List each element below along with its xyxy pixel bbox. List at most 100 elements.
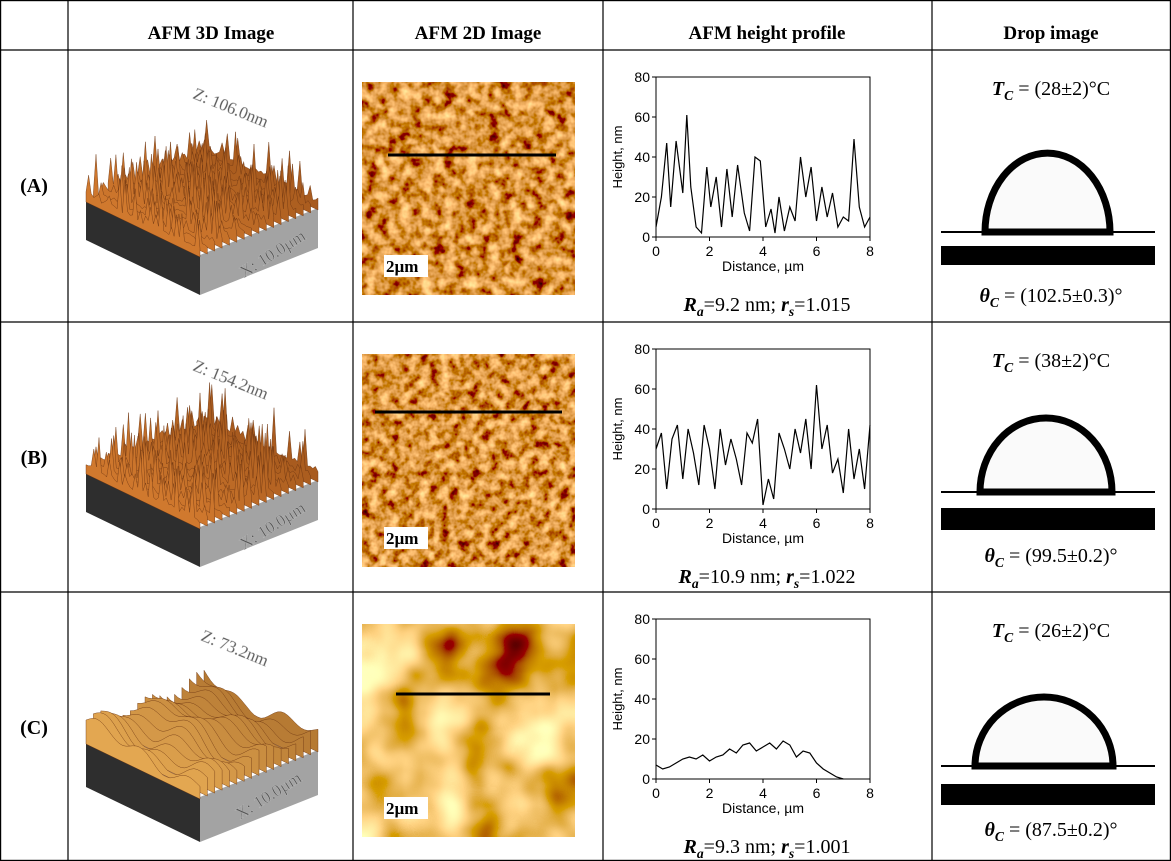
droplet xyxy=(985,153,1110,232)
y-tick-label: 20 xyxy=(634,731,650,747)
scale-bar-label: 2µm xyxy=(386,529,418,548)
afm-2d-image: 2µm xyxy=(362,82,575,295)
x-tick-label: 2 xyxy=(706,243,714,259)
x-tick-label: 6 xyxy=(813,243,821,259)
x-tick-label: 4 xyxy=(759,785,767,801)
drop-image: TC = (28±2)°C θC = (102.5±0.3)° xyxy=(941,78,1155,310)
header-cell: AFM 3D Image xyxy=(148,23,275,44)
text: =1.022 xyxy=(799,566,855,588)
profile-curve xyxy=(656,385,870,505)
x-tick-label: 2 xyxy=(706,785,714,801)
text: = (99.5±0.2)° xyxy=(1004,545,1118,567)
substrate xyxy=(941,246,1155,265)
text: = (38±2)°C xyxy=(1013,350,1110,372)
y-axis-label: Height, nm xyxy=(610,668,625,731)
row-label: (B) xyxy=(21,447,48,469)
y-tick-label: 80 xyxy=(634,611,650,627)
formula-text: TC = (26±2)°C xyxy=(992,620,1110,645)
y-tick-label: 20 xyxy=(634,461,650,477)
afm-2d-image: 2µm xyxy=(362,624,575,837)
x-axis-label: Distance, µm xyxy=(722,530,804,546)
y-tick-label: 60 xyxy=(634,109,650,125)
symbol: r xyxy=(786,566,794,588)
substrate xyxy=(941,508,1155,530)
formula-text: TC = (28±2)°C xyxy=(992,78,1110,103)
y-tick-label: 0 xyxy=(642,771,650,787)
symbol: r xyxy=(781,294,789,316)
header-row: AFM 3D Image AFM 2D Image AFM height pro… xyxy=(148,23,1099,44)
y-tick-label: 40 xyxy=(634,421,650,437)
formula-text: θC = (102.5±0.3)° xyxy=(979,285,1122,310)
row-label: (C) xyxy=(20,717,48,739)
y-tick-label: 80 xyxy=(634,341,650,357)
text: =10.9 nm; xyxy=(699,566,786,588)
y-tick-label: 40 xyxy=(634,149,650,165)
formula-text: Ra=9.3 nm; rs=1.001 xyxy=(683,836,851,861)
x-tick-label: 8 xyxy=(866,243,874,259)
x-axis-label: Distance, µm xyxy=(722,800,804,816)
plot-frame xyxy=(656,77,870,237)
symbol: R xyxy=(683,294,697,316)
x-tick-label: 6 xyxy=(813,785,821,801)
drop-image: TC = (26±2)°C θC = (87.5±0.2)° xyxy=(941,620,1155,844)
z-range-label: Z: 154.2nm xyxy=(191,356,272,403)
x-tick-label: 8 xyxy=(866,515,874,531)
profile-curve xyxy=(656,741,843,779)
x-tick-label: 0 xyxy=(652,515,660,531)
y-tick-label: 60 xyxy=(634,651,650,667)
y-tick-label: 20 xyxy=(634,189,650,205)
text: =9.2 nm; xyxy=(704,294,781,316)
y-axis-label: Height, nm xyxy=(610,126,625,189)
text: =9.3 nm; xyxy=(704,836,781,858)
symbol: θ xyxy=(984,819,995,841)
symbol: θ xyxy=(979,285,990,307)
page: AFM 3D Image AFM 2D Image AFM height pro… xyxy=(0,0,1171,861)
height-profile-chart: 0 20 40 60 80 0 2 4 6 8 Height, nm Distance, µm xyxy=(610,341,874,546)
scale-bar-label: 2µm xyxy=(386,799,418,818)
x-tick-label: 0 xyxy=(652,243,660,259)
symbol: r xyxy=(781,836,789,858)
formula-text: Ra=9.2 nm; rs=1.015 xyxy=(683,294,851,319)
header-cell: AFM height profile xyxy=(689,23,846,44)
text: = (102.5±0.3)° xyxy=(999,285,1123,307)
x-axis-label: Distance, µm xyxy=(722,258,804,274)
x-tick-label: 2 xyxy=(706,515,714,531)
row-label: (A) xyxy=(20,175,48,197)
text: =1.015 xyxy=(794,294,850,316)
symbol: R xyxy=(683,836,697,858)
text: =1.001 xyxy=(794,836,850,858)
drop-image: TC = (38±2)°C θC = (99.5±0.2)° xyxy=(941,350,1155,570)
substrate xyxy=(941,784,1155,805)
profile-curve xyxy=(656,115,870,233)
x-tick-label: 6 xyxy=(813,515,821,531)
formula-text: θC = (99.5±0.2)° xyxy=(984,545,1117,570)
y-tick-label: 60 xyxy=(634,381,650,397)
z-range-label: Z: 106.0nm xyxy=(191,84,272,131)
formula-text: TC = (38±2)°C xyxy=(992,350,1110,375)
x-tick-label: 8 xyxy=(866,785,874,801)
y-tick-label: 0 xyxy=(642,229,650,245)
symbol: T xyxy=(992,350,1005,372)
symbol: θ xyxy=(984,545,995,567)
text: = (28±2)°C xyxy=(1013,78,1110,100)
afm-3d-image: Z: 106.0nmX: 10.0µm xyxy=(86,84,318,295)
y-tick-label: 80 xyxy=(634,69,650,85)
header-cell: AFM 2D Image xyxy=(415,23,542,44)
afm-2d-image: 2µm xyxy=(362,354,575,567)
formula-text: θC = (87.5±0.2)° xyxy=(984,819,1117,844)
y-tick-label: 40 xyxy=(634,691,650,707)
y-axis-label: Height, nm xyxy=(610,398,625,461)
x-tick-label: 4 xyxy=(759,515,767,531)
text: = (26±2)°C xyxy=(1013,620,1110,642)
x-tick-label: 0 xyxy=(652,785,660,801)
y-tick-label: 0 xyxy=(642,501,650,517)
height-profile-chart: 0 20 40 60 80 0 2 4 6 8 Height, nm Distance, µm xyxy=(610,611,874,816)
formula-text: Ra=10.9 nm; rs=1.022 xyxy=(678,566,856,591)
symbol: T xyxy=(992,620,1005,642)
